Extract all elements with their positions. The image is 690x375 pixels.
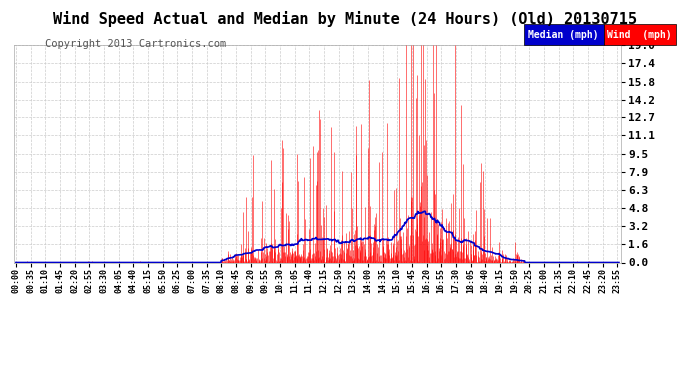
Text: Copyright 2013 Cartronics.com: Copyright 2013 Cartronics.com (45, 39, 226, 50)
Text: Wind Speed Actual and Median by Minute (24 Hours) (Old) 20130715: Wind Speed Actual and Median by Minute (… (53, 11, 637, 27)
Text: Wind  (mph): Wind (mph) (607, 30, 672, 40)
Text: Median (mph): Median (mph) (529, 30, 599, 40)
